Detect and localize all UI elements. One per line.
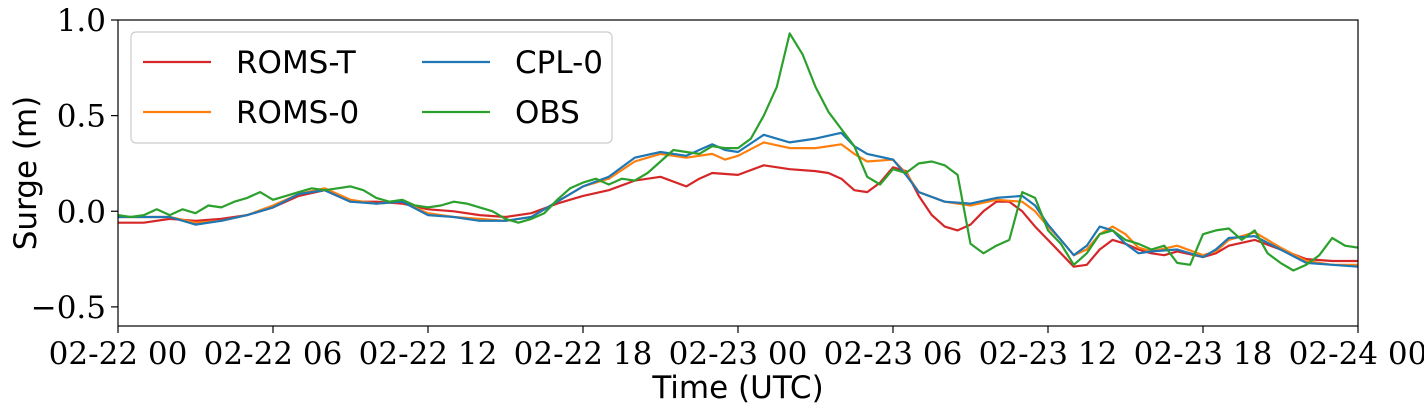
series-layer [118, 32, 1358, 272]
series-line-roms-0 [118, 141, 1358, 266]
series-line-obs [118, 32, 1358, 272]
y-axis-title: Surge (m) [8, 96, 44, 251]
x-tick-label: 02-24 00 [1289, 336, 1424, 372]
x-tick-label: 02-22 00 [49, 336, 188, 372]
legend-label-roms-t: ROMS-T [236, 45, 357, 81]
y-axis: 1.0 0.5 0.0 −0.5 [31, 3, 118, 326]
legend-label-cpl-0: CPL-0 [515, 45, 603, 81]
legend: ROMS-T ROMS-0 CPL-0 OBS [130, 31, 613, 144]
x-tick-label: 02-23 06 [824, 336, 963, 372]
legend-label-roms-0: ROMS-0 [236, 95, 359, 131]
x-tick-label: 02-23 18 [1134, 336, 1273, 372]
y-tick-label: −0.5 [31, 290, 106, 326]
legend-frame [130, 31, 613, 144]
x-axis-title: Time (UTC) [651, 370, 823, 406]
legend-label-obs: OBS [515, 95, 580, 131]
x-axis: 02-22 00 02-22 06 02-22 12 02-22 18 02-23 00… [49, 326, 1424, 372]
x-tick-label: 02-22 18 [514, 336, 653, 372]
x-tick-label: 02-23 00 [669, 336, 808, 372]
x-tick-label: 02-23 12 [979, 336, 1118, 372]
y-tick-label: 0.5 [57, 99, 106, 135]
series-line-roms-t [118, 164, 1358, 268]
series-line-cpl-0 [118, 131, 1358, 268]
y-tick-label: 0.0 [57, 194, 106, 230]
x-tick-label: 02-22 12 [359, 336, 498, 372]
x-tick-label: 02-22 06 [204, 336, 343, 372]
y-tick-label: 1.0 [57, 3, 106, 39]
